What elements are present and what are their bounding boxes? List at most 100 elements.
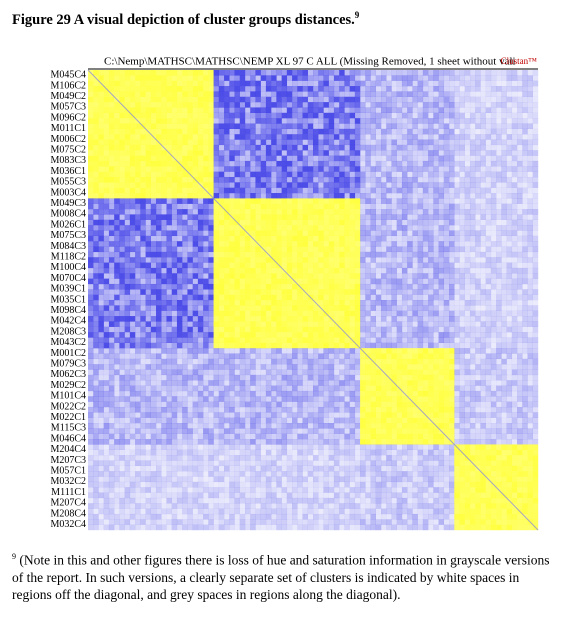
cell <box>307 171 314 178</box>
cell <box>103 305 110 311</box>
cell <box>428 176 434 183</box>
cell <box>412 150 418 156</box>
cell <box>370 235 376 242</box>
cell <box>281 305 288 311</box>
title-text: Figure 29 A visual depiction of cluster … <box>12 11 355 28</box>
cell <box>218 70 225 76</box>
cell <box>391 316 397 322</box>
cell <box>286 123 293 130</box>
cell <box>224 198 230 204</box>
cell <box>490 187 497 194</box>
cell <box>428 214 434 220</box>
cell <box>339 262 345 269</box>
cell <box>490 75 497 81</box>
cell <box>490 235 497 242</box>
cell <box>517 128 523 135</box>
cell <box>297 134 303 140</box>
cell <box>417 235 424 242</box>
cell <box>108 348 115 354</box>
cell <box>203 300 209 306</box>
cell <box>522 374 528 381</box>
cell <box>129 283 136 290</box>
cell <box>218 112 225 119</box>
cell <box>286 112 293 119</box>
cell <box>475 193 481 199</box>
cell <box>239 262 246 269</box>
cell <box>365 305 371 311</box>
cell <box>464 364 471 370</box>
cell <box>150 176 157 183</box>
cell <box>532 187 539 194</box>
cell <box>522 144 528 151</box>
cell <box>370 353 376 360</box>
cell <box>276 209 282 215</box>
cell <box>417 203 424 210</box>
cell <box>103 102 110 108</box>
cell <box>140 86 146 92</box>
cell <box>255 91 261 97</box>
cell <box>386 160 392 167</box>
cell <box>391 241 397 247</box>
cell <box>517 316 523 322</box>
cell <box>344 251 350 258</box>
cell <box>475 273 481 279</box>
cell <box>480 166 486 172</box>
cell <box>501 139 507 146</box>
cell <box>386 155 392 162</box>
cell <box>360 369 366 376</box>
cell <box>323 337 329 343</box>
cell <box>307 214 314 220</box>
cell <box>454 342 460 349</box>
cell <box>313 230 319 237</box>
cell <box>119 364 125 370</box>
cell <box>412 70 418 76</box>
cell <box>501 128 507 135</box>
cell <box>501 262 507 269</box>
cell <box>145 96 151 103</box>
cell <box>381 198 387 204</box>
cell <box>88 193 94 199</box>
cell <box>124 235 131 242</box>
cell <box>182 203 188 210</box>
cell <box>302 332 308 338</box>
cell <box>265 171 272 178</box>
cell <box>354 348 361 354</box>
cell <box>381 267 387 274</box>
cell <box>150 289 157 295</box>
cell <box>407 358 413 365</box>
cell <box>354 246 361 253</box>
cell <box>271 219 277 226</box>
cell <box>422 310 429 317</box>
cell <box>192 160 199 167</box>
cell <box>344 262 350 269</box>
cell <box>161 305 167 311</box>
cell <box>370 267 376 274</box>
cell <box>328 230 335 237</box>
cell <box>375 123 382 130</box>
cell <box>433 96 439 103</box>
cell <box>124 182 131 188</box>
cell <box>145 278 151 285</box>
cell <box>480 128 486 135</box>
cell <box>412 128 418 135</box>
cell <box>318 155 324 162</box>
cell <box>360 182 366 188</box>
cell <box>401 80 408 87</box>
cell <box>449 348 455 354</box>
cell <box>286 187 293 194</box>
cell <box>166 246 172 253</box>
cell <box>239 96 246 103</box>
cell <box>307 80 314 87</box>
cell <box>475 342 481 349</box>
cell <box>119 198 125 204</box>
cell <box>182 374 188 381</box>
cell <box>522 262 528 269</box>
cell <box>496 267 502 274</box>
cell <box>135 123 141 130</box>
cell <box>469 241 476 247</box>
cell <box>522 128 528 135</box>
cell <box>370 316 376 322</box>
cell <box>271 75 277 81</box>
cell <box>176 203 183 210</box>
cell <box>438 160 445 167</box>
